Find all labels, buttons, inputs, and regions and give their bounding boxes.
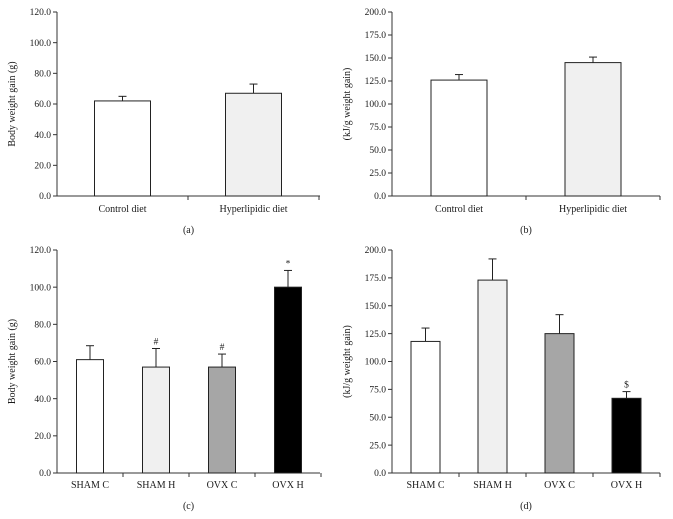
chart-b-category-label: Control diet (435, 204, 483, 215)
chart-c-category-label: OVX H (272, 480, 303, 491)
chart-b-y-tick-label: 150.0 (365, 54, 387, 64)
chart-c-category-label: SHAM H (137, 480, 176, 491)
chart-b-y-axis-title: (kJ/g weight gain) (342, 68, 353, 141)
chart-d-category-label: OVX H (611, 480, 642, 491)
chart-d-y-tick-label: 100.0 (365, 358, 387, 368)
chart-c-bar (142, 366, 170, 474)
chart-c-y-tick-label: 0.0 (39, 469, 51, 479)
chart-c-y-tick-label: 120.0 (30, 246, 52, 256)
chart-d-annotation: $ (624, 380, 629, 391)
chart-b-y-tick-label: 200.0 (365, 8, 387, 18)
chart-a-y-tick-label: 100.0 (30, 39, 52, 49)
chart-b-y-tick-label: 50.0 (369, 146, 386, 156)
chart-c-y-tick-label: 100.0 (30, 283, 52, 293)
chart-c-panel-label: (c) (183, 501, 194, 512)
chart-a-y-axis-title: Body weight gain (g) (7, 61, 18, 146)
chart-a-category-label: Control diet (98, 204, 146, 215)
chart-b-y-tick-label: 175.0 (365, 31, 387, 41)
chart-d-y-tick-label: 175.0 (365, 274, 387, 284)
chart-b-panel-label: (b) (520, 225, 532, 236)
chart-d-bar (410, 340, 441, 474)
chart-a-y-tick-label: 20.0 (34, 162, 51, 172)
chart-a-y-tick-label: 0.0 (39, 192, 51, 202)
chart-c-annotation: # (154, 337, 159, 347)
chart-a-panel-label: (a) (183, 225, 194, 236)
chart-d-category-label: SHAM H (473, 480, 512, 491)
chart-c-bar (76, 359, 104, 474)
chart-a-bar (225, 92, 282, 197)
chart-d-y-tick-label: 200.0 (365, 246, 387, 256)
chart-a-y-tick-label: 40.0 (34, 131, 51, 141)
chart-d-y-tick-label: 0.0 (374, 469, 386, 479)
chart-d-y-tick-label: 125.0 (365, 330, 387, 340)
chart-c-category-label: OVX C (207, 480, 238, 491)
chart-b-bar (564, 62, 622, 197)
chart-a-y-tick-label: 120.0 (30, 8, 52, 18)
chart-a-y-tick-label: 80.0 (34, 70, 51, 80)
chart-b-bar (430, 79, 488, 197)
chart-b-category-label: Hyperlipidic diet (559, 204, 627, 215)
chart-b-y-tick-label: 125.0 (365, 77, 387, 87)
chart-c-y-tick-label: 20.0 (34, 432, 51, 442)
chart-d-bar (611, 397, 642, 474)
chart-c-annotation: # (220, 343, 225, 353)
chart-b-y-tick-label: 75.0 (369, 123, 386, 133)
chart-a-category-label: Hyperlipidic diet (219, 204, 287, 215)
chart-c-y-axis-title: Body weight gain (g) (7, 319, 18, 404)
chart-b-y-tick-label: 100.0 (365, 100, 387, 110)
chart-c-bar (274, 286, 302, 474)
chart-d-bar (477, 279, 508, 474)
chart-c-bar (208, 366, 236, 474)
chart-b-y-tick-label: 25.0 (369, 169, 386, 179)
chart-d-category-label: OVX C (544, 480, 575, 491)
chart-c-y-tick-label: 40.0 (34, 395, 51, 405)
chart-d-y-tick-label: 50.0 (369, 413, 386, 423)
chart-a-bar (94, 100, 151, 197)
chart-d-bar (544, 333, 575, 474)
chart-c-annotation: * (286, 259, 291, 269)
chart-c-y-tick-label: 80.0 (34, 321, 51, 331)
chart-d-y-tick-label: 150.0 (365, 302, 387, 312)
chart-c-category-label: SHAM C (71, 480, 109, 491)
chart-d-y-axis-title: (kJ/g weight gain) (342, 325, 353, 398)
chart-d-category-label: SHAM C (406, 480, 444, 491)
chart-d-panel-label: (d) (520, 501, 532, 512)
chart-d-y-tick-label: 75.0 (369, 386, 386, 396)
chart-d-y-tick-label: 25.0 (369, 441, 386, 451)
chart-b-y-tick-label: 0.0 (374, 192, 386, 202)
chart-a-y-tick-label: 60.0 (34, 100, 51, 110)
chart-c-y-tick-label: 60.0 (34, 358, 51, 368)
